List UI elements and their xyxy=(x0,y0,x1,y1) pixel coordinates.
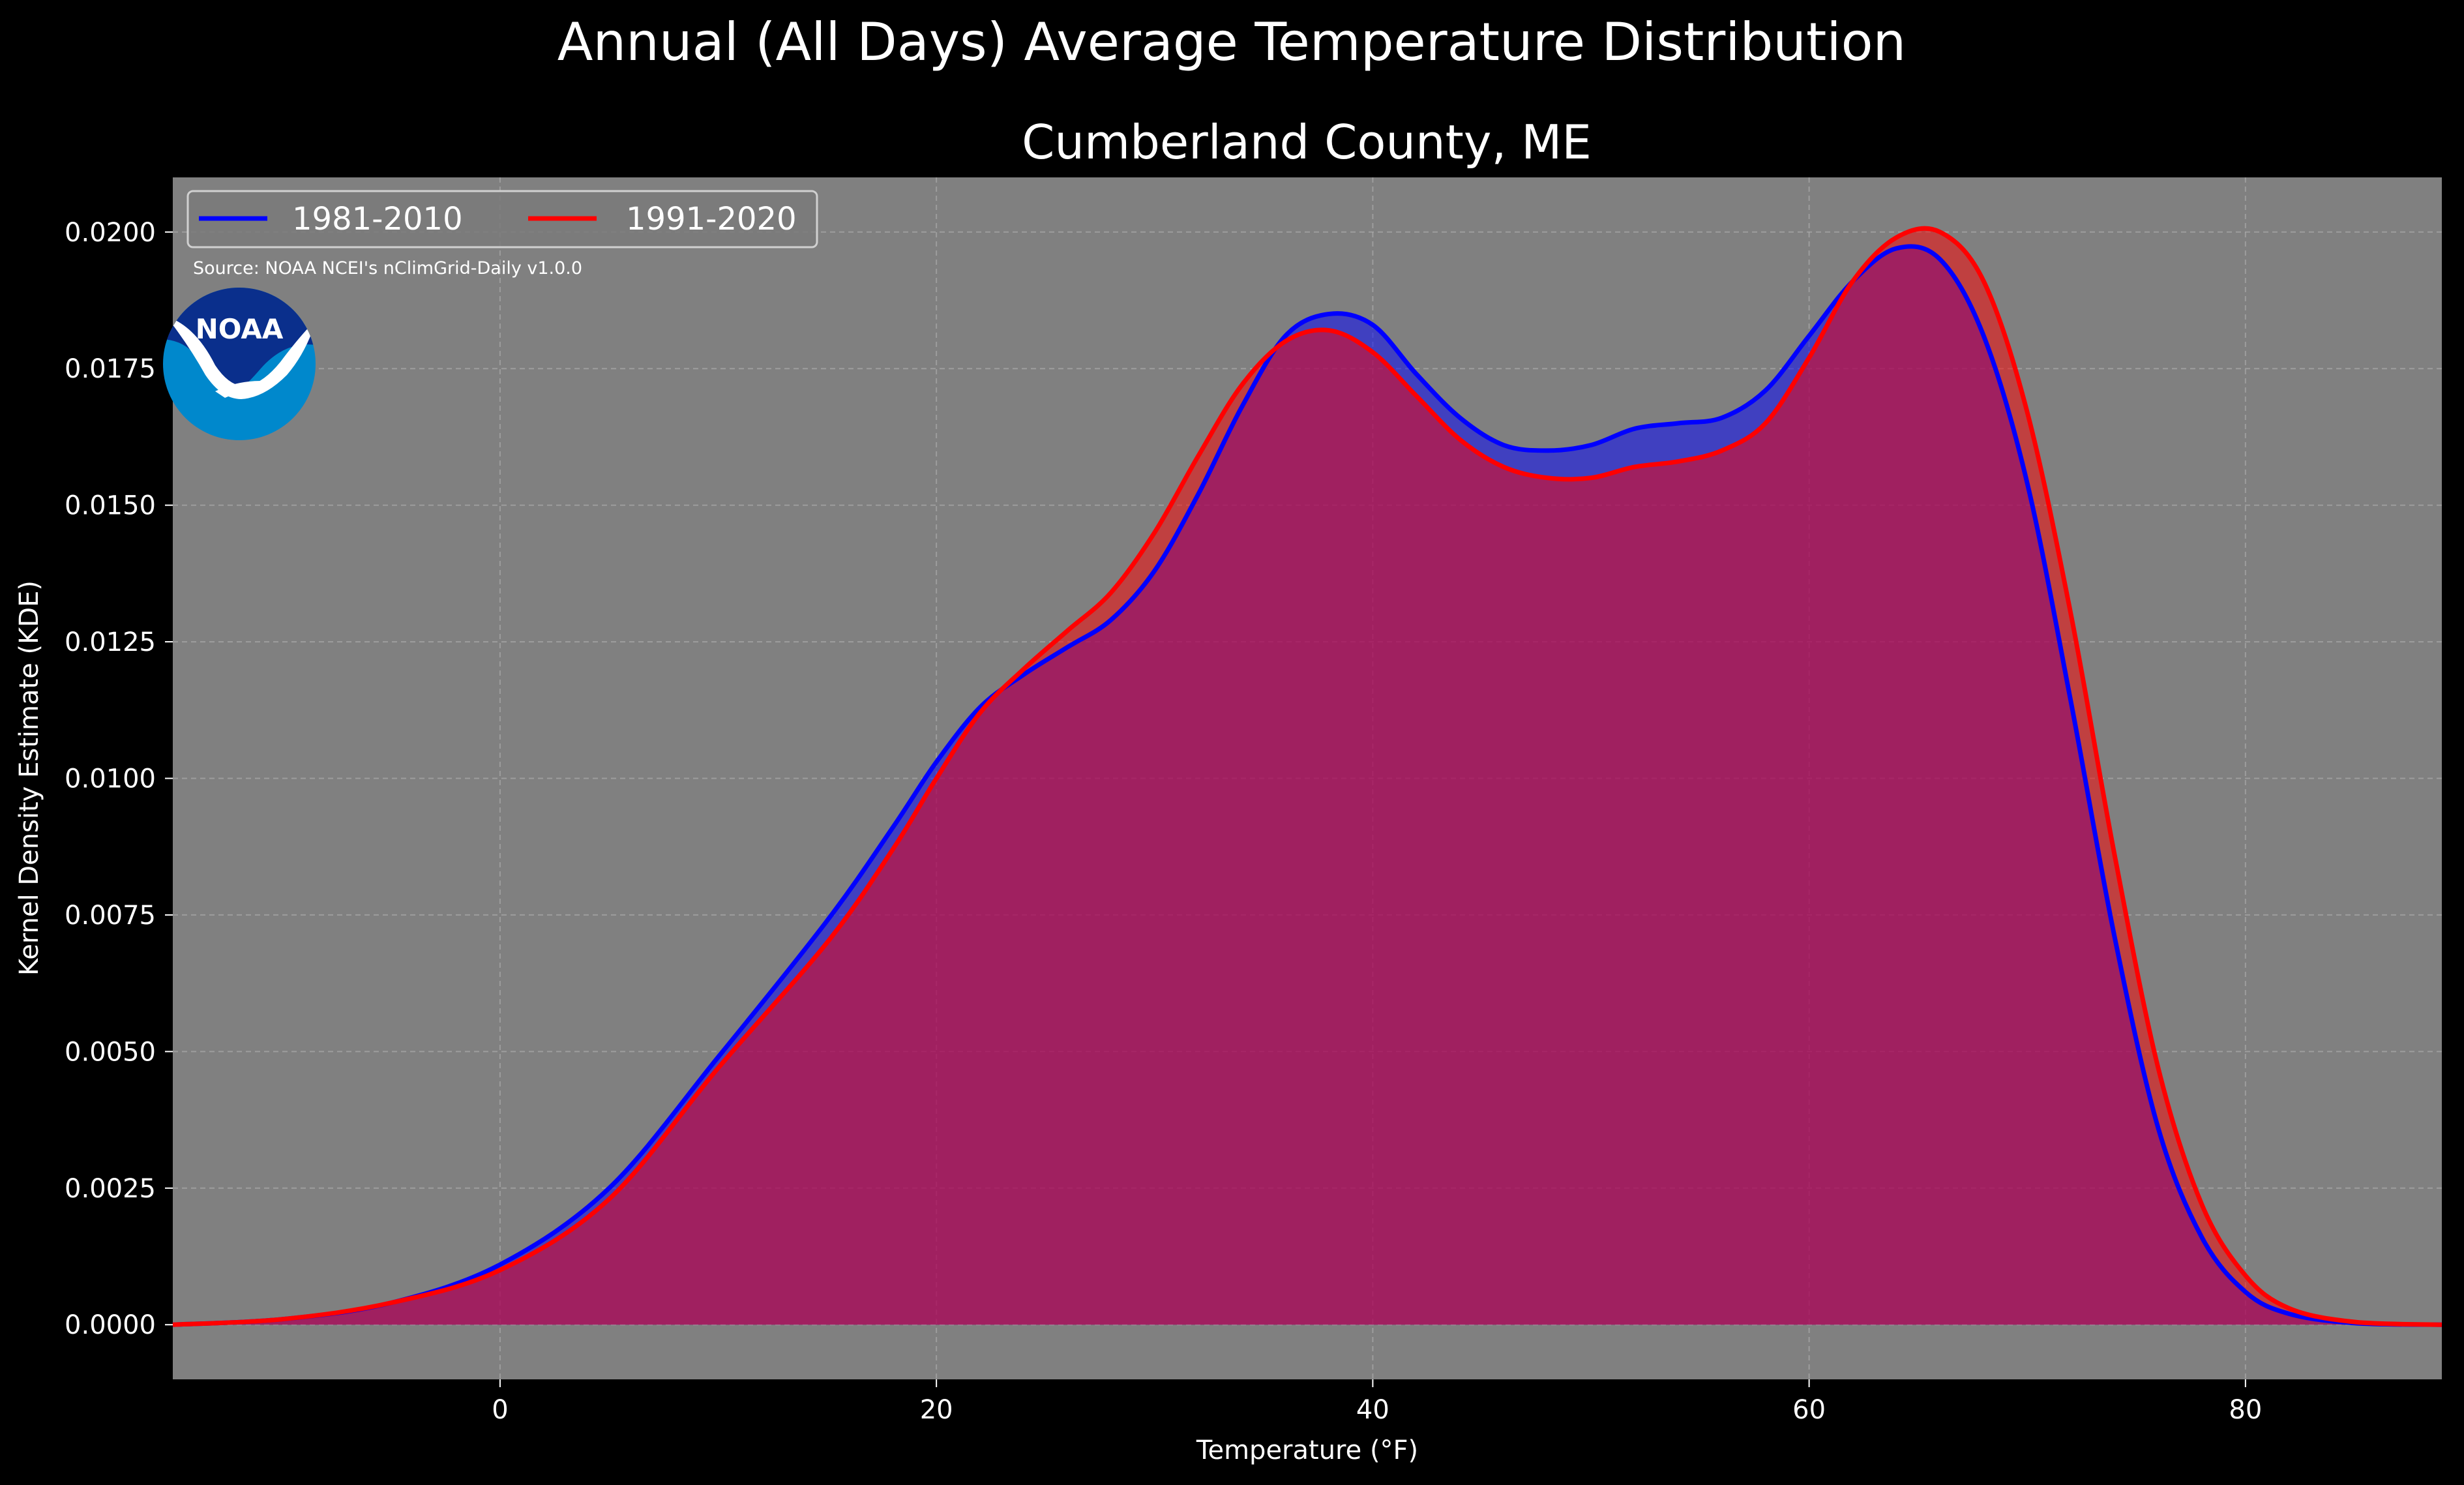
legend-label-1981-2010: 1981-2010 xyxy=(292,201,463,237)
x-tick-label: 0 xyxy=(492,1395,508,1425)
noaa-logo-bird-wing xyxy=(215,381,274,398)
x-axis: 0 20 40 60 80 xyxy=(492,1379,2262,1425)
y-tick-label: 0.0100 xyxy=(65,764,156,794)
x-tick-label: 40 xyxy=(1356,1395,1389,1425)
y-tick-label: 0.0000 xyxy=(65,1310,156,1340)
series-layer xyxy=(172,226,2442,1327)
y-tick-label: 0.0175 xyxy=(65,354,156,384)
area-fill-1991-2020 xyxy=(173,228,2442,1325)
legend-box xyxy=(186,190,818,248)
noaa-logo: NOAA xyxy=(163,288,316,440)
source-note: Source: NOAA NCEI's nClimGrid-Daily v1.0… xyxy=(193,258,582,278)
x-axis-label: Temperature (°F) xyxy=(1196,1435,1418,1465)
chart-title: Annual (All Days) Average Temperature Di… xyxy=(557,12,1906,72)
y-axis-label: Kernel Density Estimate (KDE) xyxy=(14,580,44,976)
legend: 1981-2010 1991-2020 xyxy=(186,190,818,248)
noaa-logo-bird xyxy=(166,316,316,399)
y-tick-label: 0.0050 xyxy=(65,1037,156,1067)
chart-subtitle: Cumberland County, ME xyxy=(1022,115,1592,170)
y-tick-label: 0.0025 xyxy=(65,1174,156,1204)
x-tick-label: 80 xyxy=(2229,1395,2262,1425)
x-tick-label: 60 xyxy=(1792,1395,1826,1425)
y-tick-label: 0.0125 xyxy=(65,627,156,657)
y-axis: 0.0000 0.0025 0.0050 0.0075 0.0100 0.0125 0.01… xyxy=(65,218,173,1340)
noaa-logo-upper xyxy=(163,288,316,391)
noaa-logo-text: NOAA xyxy=(196,313,284,345)
y-tick-label: 0.0150 xyxy=(65,491,156,521)
x-tick-label: 20 xyxy=(920,1395,953,1425)
series-line-1981-2010 xyxy=(172,244,2442,1327)
legend-label-1991-2020: 1991-2020 xyxy=(626,201,797,237)
series-line-1991-2020 xyxy=(172,226,2442,1327)
y-tick-label: 0.0075 xyxy=(65,901,156,931)
y-tick-label: 0.0200 xyxy=(65,218,156,248)
